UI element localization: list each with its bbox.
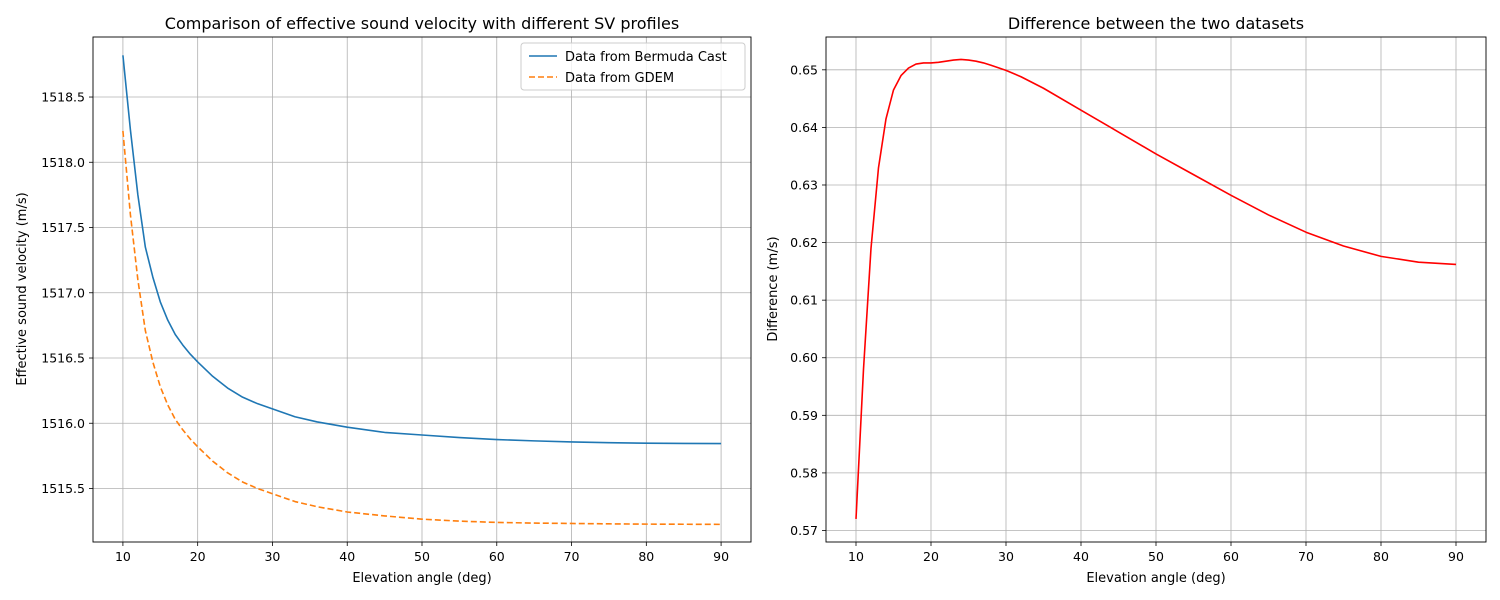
velocity-chart-legend: Data from Bermuda Cast Data from GDEM: [520, 42, 746, 91]
velocity-chart-y-tick-label: 1518.0: [41, 155, 85, 170]
velocity-chart-ticks: 10 20 30 40 50 60 70 80 90 1515.5 1516.0 1516.5 1517…: [41, 90, 729, 564]
velocity-chart-x-tick-label: 60: [489, 549, 505, 564]
difference-chart-y-tick-label: 0.58: [790, 465, 818, 480]
difference-chart-y-tick-label: 0.61: [790, 293, 818, 308]
difference-chart-ticks: 10 20 30 40 50 60 70 80 90 0.57 0.58 0.59 0.60 0.61 0.…: [790, 62, 1464, 564]
legend-box: [520, 42, 746, 91]
difference-chart-y-tick-label: 0.57: [790, 523, 818, 538]
velocity-chart-x-tick-label: 20: [190, 549, 206, 564]
difference-chart-x-axis-label: Elevation angle (deg): [1086, 571, 1225, 586]
velocity-chart-x-tick-label: 70: [564, 549, 580, 564]
velocity-chart-x-tick-label: 40: [339, 549, 355, 564]
velocity-chart-y-tick-label: 1516.0: [41, 416, 85, 431]
difference-chart-y-tick-label: 0.60: [790, 350, 818, 365]
difference-chart-x-tick-label: 20: [923, 549, 939, 564]
velocity-chart-grid: [93, 37, 751, 542]
legend-label-bermuda: Data from Bermuda Cast: [565, 50, 727, 65]
velocity-chart-series-line-1: [122, 130, 722, 526]
difference-chart-y-tick-label: 0.64: [790, 120, 818, 135]
velocity-chart-x-tick-label: 10: [115, 549, 131, 564]
difference-chart-x-tick-label: 80: [1373, 549, 1389, 564]
difference-chart-title: Difference between the two datasets: [1008, 14, 1304, 33]
velocity-chart-y-axis-label: Effective sound velocity (m/s): [15, 192, 30, 385]
difference-chart-y-tick-label: 0.62: [790, 235, 818, 250]
difference-chart-series-line-0: [855, 58, 1457, 520]
velocity-chart-y-tick-label: 1515.5: [41, 481, 85, 496]
difference-chart-y-axis-label: Difference (m/s): [766, 236, 781, 341]
difference-chart-y-tick-label: 0.63: [790, 177, 818, 192]
velocity-chart-y-tick-label: 1518.5: [41, 90, 85, 105]
difference-chart-y-tick-label: 0.59: [790, 408, 818, 423]
velocity-chart-x-tick-label: 30: [264, 549, 280, 564]
velocity-chart-x-tick-label: 80: [638, 549, 654, 564]
difference-chart-y-tick-label: 0.65: [790, 62, 818, 77]
velocity-chart-lines: [122, 55, 722, 526]
velocity-chart-x-tick-label: 50: [414, 549, 430, 564]
difference-chart-x-tick-label: 90: [1448, 549, 1464, 564]
difference-chart-lines: [855, 58, 1457, 520]
velocity-chart-y-tick-label: 1517.5: [41, 220, 85, 235]
difference-chart-x-tick-label: 50: [1148, 549, 1164, 564]
velocity-chart-title: Comparison of effective sound velocity w…: [165, 14, 679, 33]
velocity-chart-series-line-0: [122, 55, 722, 445]
velocity-chart-x-axis-label: Elevation angle (deg): [352, 571, 491, 586]
difference-chart-x-tick-label: 10: [848, 549, 864, 564]
difference-chart-x-tick-label: 60: [1223, 549, 1239, 564]
difference-chart-grid: [826, 37, 1486, 542]
difference-chart-x-tick-label: 30: [998, 549, 1014, 564]
velocity-chart-x-tick-label: 90: [713, 549, 729, 564]
difference-chart-x-tick-label: 70: [1298, 549, 1314, 564]
velocity-chart-y-tick-label: 1517.0: [41, 285, 85, 300]
velocity-chart: Comparison of effective sound velocity w…: [15, 14, 752, 586]
velocity-chart-y-tick-label: 1516.5: [41, 351, 85, 366]
difference-chart-x-tick-label: 40: [1073, 549, 1089, 564]
legend-label-gdem: Data from GDEM: [565, 71, 674, 86]
difference-chart: Difference between the two datasets 10 20…: [766, 14, 1487, 586]
